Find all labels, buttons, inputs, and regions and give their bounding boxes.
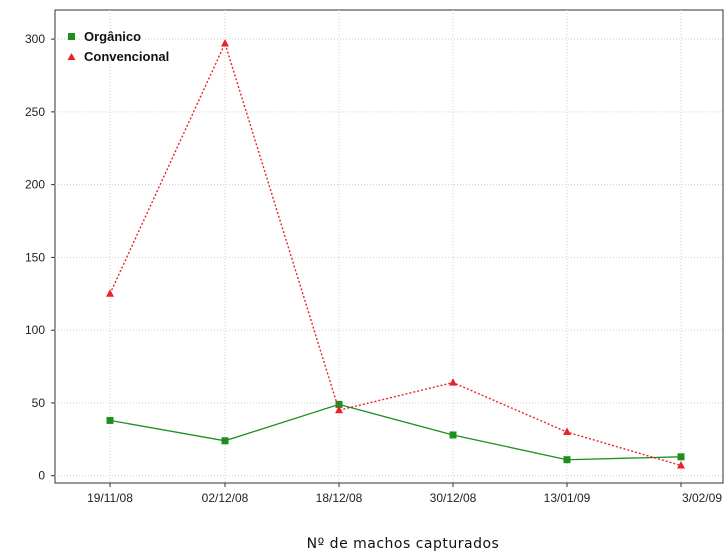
x-tick-label: 13/01/09 bbox=[544, 491, 591, 505]
legend: Orgânico Convencional bbox=[67, 29, 169, 64]
series-line-organico bbox=[109, 403, 682, 461]
legend-marker-organico bbox=[68, 33, 75, 40]
data-point-convencional bbox=[221, 38, 229, 47]
data-point-convencional bbox=[449, 378, 457, 386]
legend-label-organico: Orgânico bbox=[84, 29, 141, 44]
axes: 0 50 100 150 200 250 300 19/11/08 02/12/08 18/12/… bbox=[25, 32, 722, 505]
data-point-organico bbox=[335, 400, 343, 408]
y-tick-label: 100 bbox=[25, 323, 45, 337]
x-tick-label: 30/12/08 bbox=[430, 491, 477, 505]
data-point-organico bbox=[677, 453, 685, 461]
gridlines bbox=[55, 10, 723, 483]
series bbox=[106, 38, 685, 469]
y-tick-label: 150 bbox=[25, 250, 45, 264]
x-tick-label: 3/02/09 bbox=[682, 491, 722, 505]
x-axis-title: Nº de machos capturados bbox=[307, 536, 500, 552]
data-point-convencional bbox=[677, 461, 685, 469]
y-tick-label: 250 bbox=[25, 105, 45, 119]
data-point-convencional bbox=[563, 427, 571, 436]
legend-marker-convencional bbox=[67, 53, 76, 60]
y-tick-label: 200 bbox=[25, 178, 45, 192]
data-point-organico bbox=[221, 437, 229, 445]
series-line-convencional bbox=[109, 41, 682, 467]
data-point-convencional bbox=[335, 405, 343, 414]
x-tick-label: 19/11/08 bbox=[87, 491, 133, 505]
y-tick-label: 300 bbox=[25, 32, 45, 46]
x-tick-label: 18/12/08 bbox=[316, 491, 363, 505]
data-point-convencional bbox=[106, 289, 114, 297]
x-tick-label: 02/12/08 bbox=[202, 491, 249, 505]
y-tick-label: 50 bbox=[32, 396, 46, 410]
plot-area bbox=[54, 9, 724, 484]
data-point-organico bbox=[449, 431, 457, 439]
legend-label-convencional: Convencional bbox=[84, 49, 169, 64]
data-point-organico bbox=[563, 456, 571, 464]
data-point-organico bbox=[106, 416, 114, 424]
y-tick-label: 0 bbox=[38, 469, 45, 483]
